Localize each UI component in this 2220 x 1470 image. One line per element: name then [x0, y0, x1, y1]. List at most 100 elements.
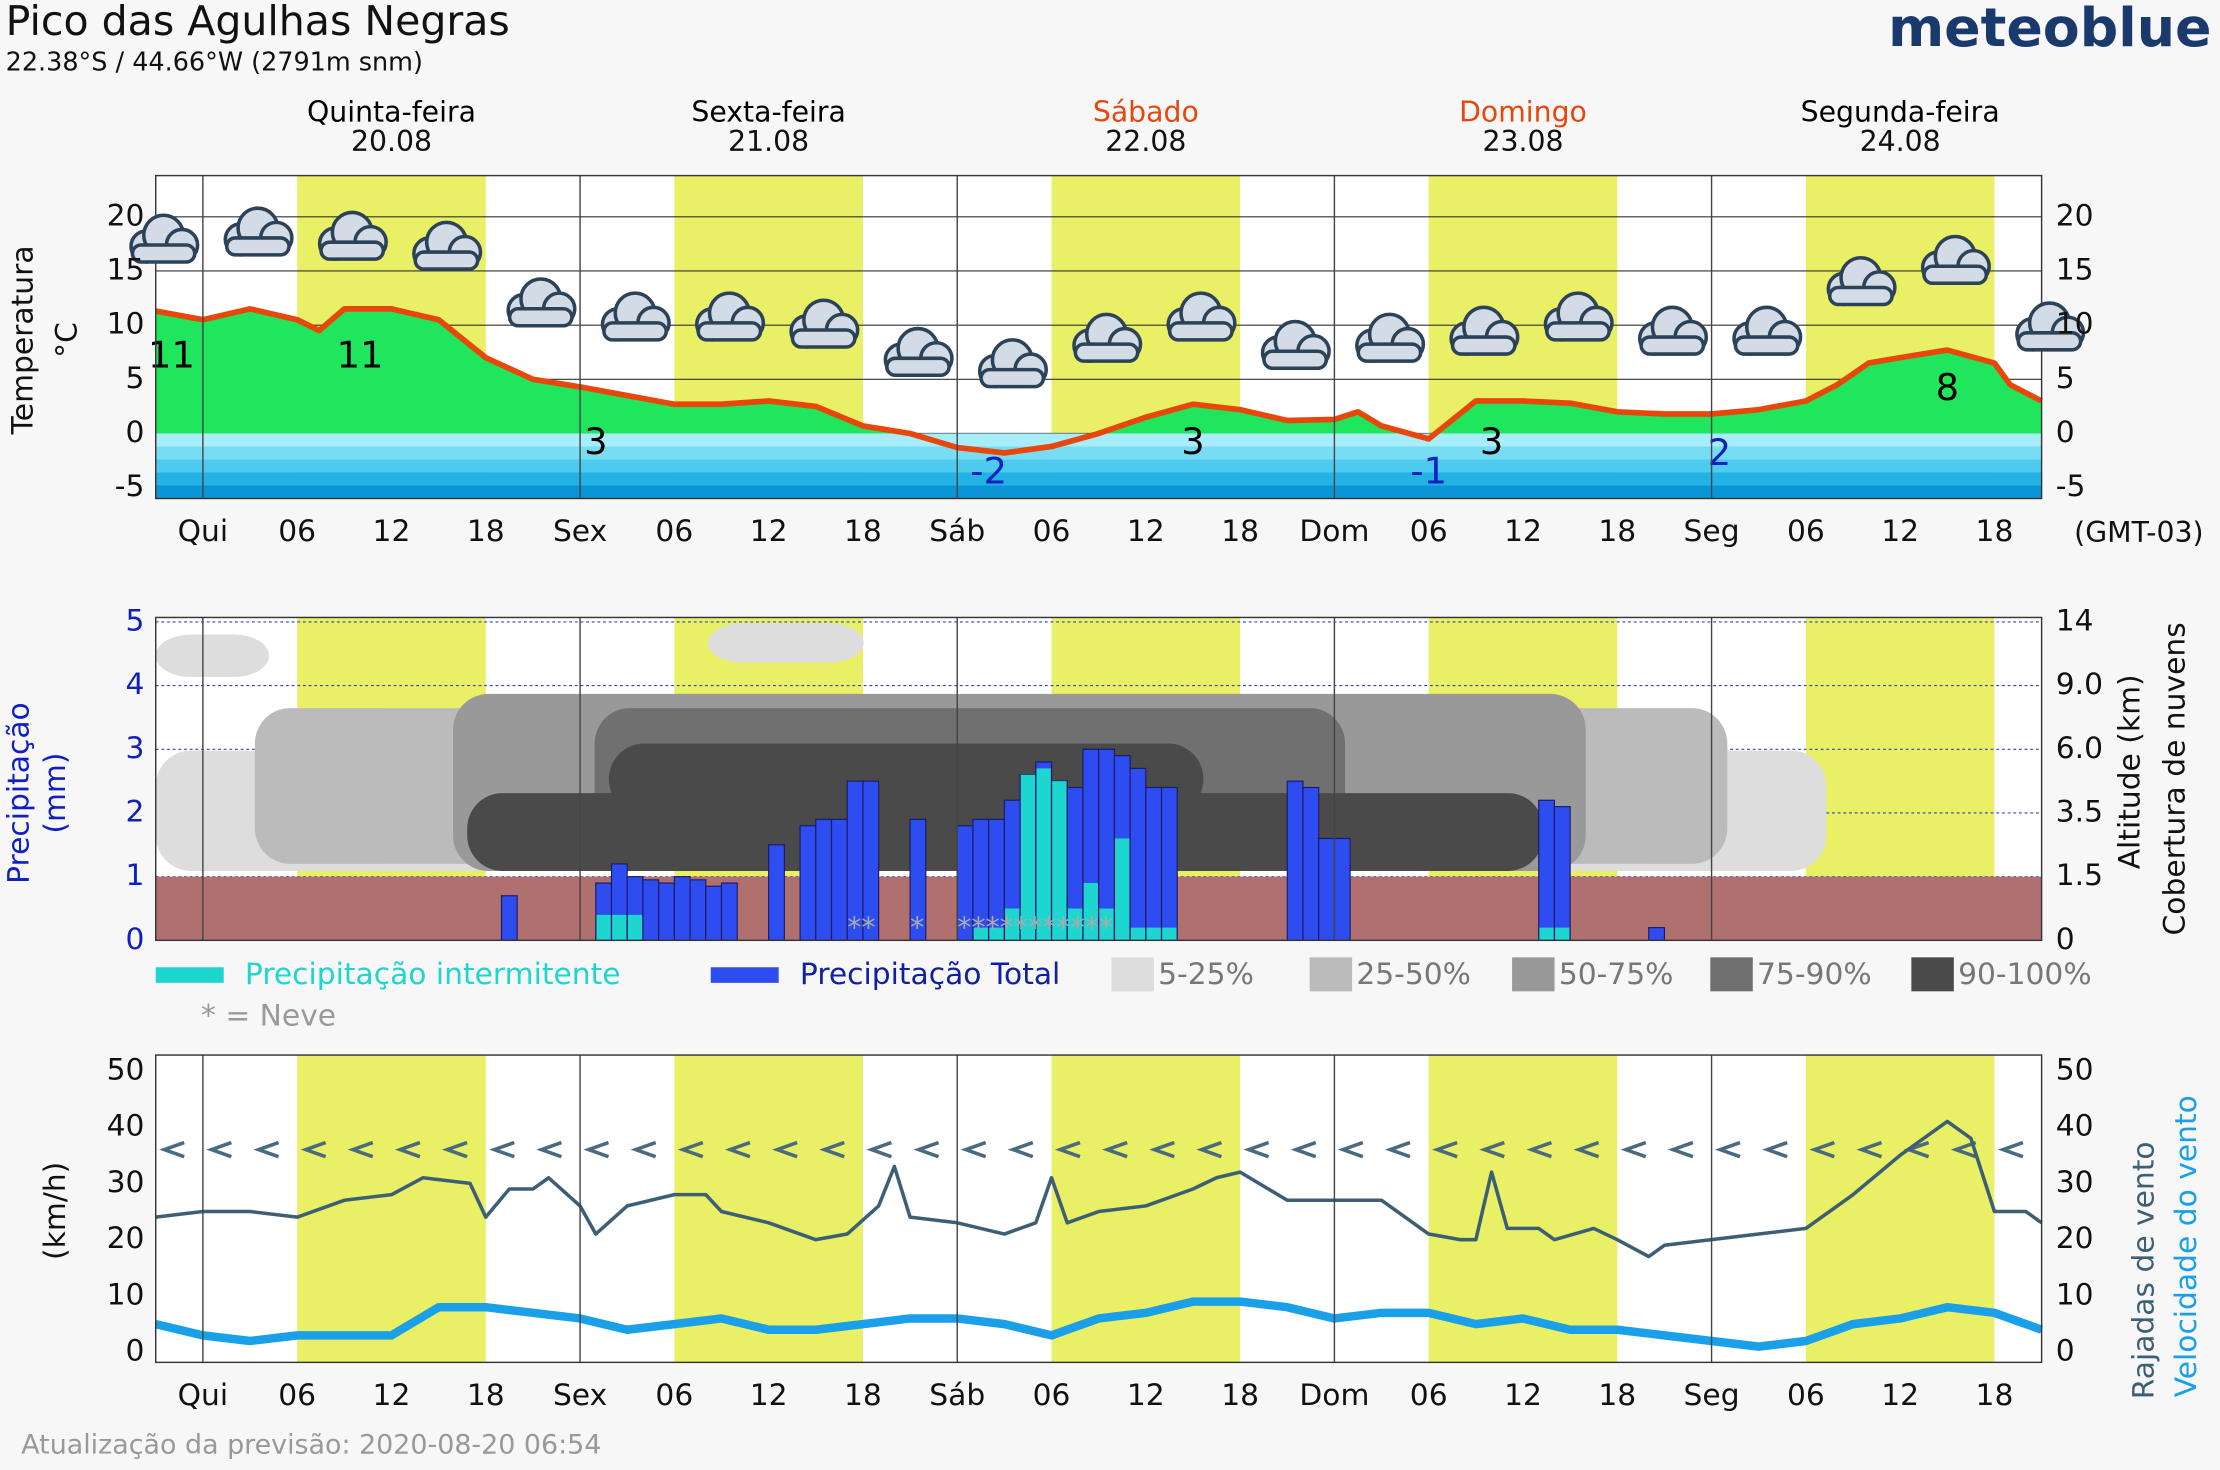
x-tick-label: 06 [1410, 514, 1448, 549]
wind-arrow [1714, 1140, 1741, 1159]
wind-arrow [1054, 1140, 1081, 1159]
x-tick-label: 06 [1033, 1378, 1071, 1413]
legend-swatch [1111, 957, 1154, 992]
precip-total-bar [673, 876, 691, 941]
precip-intermittent-bar [973, 927, 988, 941]
temperature-extreme-label: 3 [1181, 420, 1204, 463]
x-tick-label: 06 [1787, 514, 1825, 549]
x-tick-label: Sex [553, 1378, 607, 1413]
weather-icon [1637, 305, 1709, 356]
wind-arrow [630, 1140, 657, 1159]
precip-total-bar [1538, 799, 1555, 941]
y2-tick-label: 10 [2056, 1277, 2094, 1312]
icon-cloud-base [1073, 342, 1140, 363]
icon-cloud-base [1922, 264, 1989, 286]
precip-total-bar [658, 882, 675, 941]
precip-intermittent-bar [1083, 883, 1098, 941]
x-tick-label: 18 [467, 514, 505, 549]
legend-swatch [1309, 957, 1353, 992]
day-date: 21.08 [728, 125, 809, 158]
wind-line [155, 1119, 2043, 1259]
x-tick-label: 18 [467, 1378, 505, 1413]
day-name: Domingo [1459, 95, 1587, 128]
brand: meteoblue [1888, 0, 2211, 59]
temperature-area [155, 308, 2042, 453]
panel [154, 1054, 2044, 1364]
icon-cloud-base [413, 250, 480, 271]
y-axis-unit: °C [49, 322, 84, 358]
y2-tick-label: 0 [2056, 415, 2075, 450]
legend-swatch [155, 967, 224, 983]
x-tick-label: 18 [1976, 514, 2014, 549]
temperature-extreme-label: 11 [337, 333, 384, 376]
wind-arrow [1479, 1140, 1505, 1159]
y-tick-label: -5 [115, 469, 145, 504]
legend-swatch [1710, 957, 1753, 992]
y2-tick-label: 0 [2056, 1334, 2075, 1369]
y-tick-label: 20 [107, 198, 145, 233]
legend-label: Precipitação intermitente [245, 957, 621, 992]
wind-arrow [866, 1140, 892, 1159]
x-tick-label: 12 [1504, 514, 1542, 549]
precip-total-bar [1553, 806, 1571, 941]
icon-cloud-base [1450, 335, 1517, 356]
precip-total-bar [642, 879, 660, 941]
wind-line [154, 1297, 2044, 1351]
precip-total-bar [705, 885, 723, 941]
subtitle: 22.38°S / 44.66°W (2791m snm) [6, 48, 423, 78]
legend-swatch [710, 967, 779, 983]
precip-intermittent-bar [1005, 908, 1020, 941]
legend-swatch [1911, 957, 1954, 992]
icon-cloud-base [602, 321, 668, 342]
y-tick-label: 0 [125, 1334, 144, 1369]
precip-intermittent-bar [596, 914, 611, 941]
precip-intermittent-bar [1130, 927, 1146, 941]
precip-intermittent-bar [1162, 927, 1177, 941]
temperature-line [155, 306, 2043, 456]
x-tick-label: 18 [844, 1378, 882, 1413]
icon-cloud-base [224, 236, 291, 257]
precip-total-bar [1145, 786, 1163, 941]
y-axis-label: (km/h) [38, 1162, 73, 1260]
precip-intermittent-bar [989, 927, 1004, 941]
weather-icon [1826, 255, 1897, 307]
precip-intermittent-bar [1539, 927, 1554, 941]
day-date: 24.08 [1860, 125, 1941, 158]
wind-arrow [1149, 1140, 1175, 1159]
temperature-extreme-label: 3 [1480, 420, 1503, 463]
weather-icon [412, 220, 483, 271]
wind-arrow [1337, 1140, 1364, 1159]
weather-icon [1449, 305, 1520, 356]
weather-icon [129, 213, 200, 264]
x-tick-label: 18 [1221, 1378, 1259, 1413]
y-tick-label: 40 [107, 1109, 145, 1144]
weather-icon [506, 277, 577, 328]
weather-icon [883, 326, 954, 378]
y2-tick-label: 3.5 [2056, 794, 2103, 829]
day-name: Quinta-feira [307, 95, 476, 128]
legend-label: 90-100% [1958, 957, 2091, 992]
y2-tick-label: 0 [2056, 922, 2075, 957]
wind-arrow [1196, 1140, 1223, 1159]
frost-band [155, 446, 2042, 460]
day-name: Sábado [1093, 95, 1199, 128]
precip-total-bar [1160, 786, 1178, 941]
x-tick-label: Dom [1299, 514, 1369, 549]
wind-arrow [159, 1140, 185, 1159]
x-tick-label: 18 [1598, 1378, 1636, 1413]
x-tick-label: 12 [373, 514, 411, 549]
x-tick-label: 12 [1881, 1378, 1919, 1413]
precip-total-bar [1648, 927, 1666, 941]
precip-total-bar [1129, 767, 1147, 941]
day-date: 20.08 [351, 125, 432, 158]
wind-arrow [677, 1140, 704, 1159]
frost-band [155, 433, 2042, 447]
wind-arrow [960, 1140, 987, 1159]
day-date: 22.08 [1105, 125, 1186, 158]
wind-arrow [536, 1140, 562, 1159]
icon-cloud-base [885, 356, 951, 378]
wind-arrow [394, 1140, 421, 1159]
legend-label: 25-50% [1356, 957, 1471, 992]
weather-icon [695, 291, 766, 342]
day-name: Sexta-feira [691, 95, 846, 128]
